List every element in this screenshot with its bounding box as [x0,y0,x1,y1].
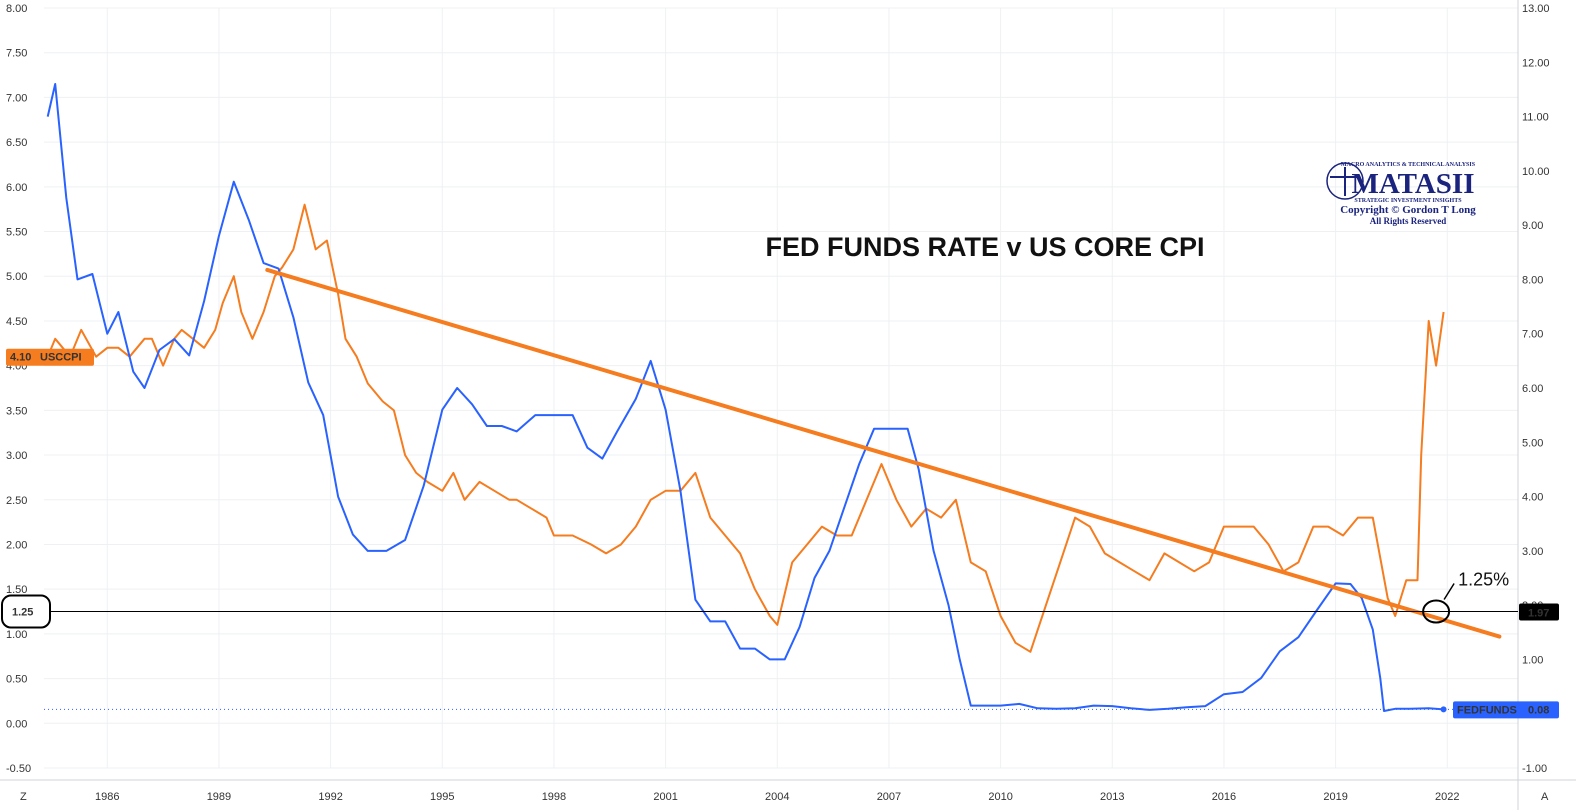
overlay-layer: 1.25 1.97 4.10 USCCPI FEDFUNDS 0.08 1.25% [1,267,1559,719]
x-tick-label: 1989 [207,791,231,803]
left-tick-label: 4.50 [6,316,27,328]
left-tick-label: 3.50 [6,405,27,417]
left-tick-label: -0.50 [6,763,31,775]
x-tick-label: 2016 [1212,791,1236,803]
logo-top-line: MACRO ANALYTICS & TECHNICAL ANALYSIS [1341,162,1476,168]
left-tick-label: 1.00 [6,629,27,641]
horizontal-line-left-label-bg [6,603,44,620]
fedfunds-series-name: FEDFUNDS [1457,704,1517,716]
left-tick-label: 1.50 [6,584,27,596]
right-tick-label: 4.00 [1522,492,1543,504]
left-tick-label: 2.50 [6,495,27,507]
x-tick-label: 1995 [430,791,454,803]
right-tick-label: 6.00 [1522,383,1543,395]
right-tick-label: 9.00 [1522,220,1543,232]
series-line-usccpi [46,203,1445,653]
x-axis: 1986 1989 1992 1995 1998 2001 2004 2007 2010 2013… [0,779,1576,803]
horizontal-line-left-label: 1.25 [12,607,33,619]
horizontal-line-right-label: 1.97 [1528,608,1549,620]
right-tick-label: 7.00 [1522,329,1543,341]
vitruvian-icon [1326,162,1364,200]
right-tick-label: 10.00 [1522,166,1550,178]
annotation-label: 1.25% [1458,570,1509,590]
x-tick-label: 1998 [542,791,566,803]
logo-brand: MATASII [1352,168,1475,200]
fedfunds-label-bg [1453,701,1559,719]
corner-label-left[interactable]: Z [20,791,27,803]
annotation-arrow [1443,583,1455,600]
series-line-fedfunds [46,83,1444,712]
right-tick-label: 5.00 [1522,437,1543,449]
right-tick-label: 13.00 [1522,3,1550,15]
left-tick-label: 7.00 [6,92,27,104]
usccpi-last-value: 4.10 [10,352,31,364]
horizontal-line-right-label-bg [1519,603,1559,621]
x-tick-label: 2010 [988,791,1012,803]
x-tick-label: 2019 [1323,791,1347,803]
x-tick-label: 2022 [1435,791,1459,803]
left-tick-label: 2.00 [6,539,27,551]
left-tick-label: 5.50 [6,227,27,239]
usccpi-series-name: USCCPI [40,352,82,364]
usccpi-label-bg [6,348,94,366]
logo-rights: All Rights Reserved [1370,216,1447,226]
logo-copyright: Copyright © Gordon T Long [1340,204,1476,216]
x-tick-label: 2013 [1100,791,1124,803]
right-tick-label: 12.00 [1522,57,1550,69]
left-tick-label: 5.00 [6,271,27,283]
series-layer [46,83,1447,713]
matasii-logo: MACRO ANALYTICS & TECHNICAL ANALYSIS MAT… [1326,162,1476,226]
corner-label-right[interactable]: A [1541,791,1549,803]
x-tick-label: 2001 [653,791,677,803]
right-y-axis: 13.00 12.00 11.00 10.00 9.00 8.00 7.00 6.00 5.00… [1517,0,1550,810]
left-tick-label: 0.00 [6,718,27,730]
trendline[interactable] [265,267,1502,639]
grid [44,7,1518,769]
fedfunds-last-value: 0.08 [1528,704,1549,716]
right-tick-label: 11.00 [1522,112,1549,124]
annotation-circle [1422,599,1451,624]
x-tick-label: 2007 [877,791,901,803]
x-tick-label: 1992 [318,791,342,803]
logo-tagline: STRATEGIC INVESTMENT INSIGHTS [1354,198,1462,204]
fedfunds-last-point [1440,706,1447,713]
right-tick-label: 8.00 [1522,274,1543,286]
left-tick-label: 8.00 [6,3,27,15]
right-tick-label: 1.00 [1522,654,1543,666]
left-tick-label: 6.50 [6,137,27,149]
left-tick-label: 3.00 [6,450,27,462]
right-tick-label: 3.00 [1522,546,1543,558]
left-tick-label: 0.50 [6,674,27,686]
left-y-axis: 8.007.507.006.506.005.505.004.504.003.50… [6,3,31,775]
x-tick-label: 1986 [95,791,119,803]
x-tick-label: 2004 [765,791,789,803]
left-tick-label: 6.00 [6,182,27,194]
left-tick-label: 7.50 [6,48,27,60]
chart-title: FED FUNDS RATE v US CORE CPI [765,232,1204,262]
right-tick-label: -1.00 [1522,763,1547,775]
